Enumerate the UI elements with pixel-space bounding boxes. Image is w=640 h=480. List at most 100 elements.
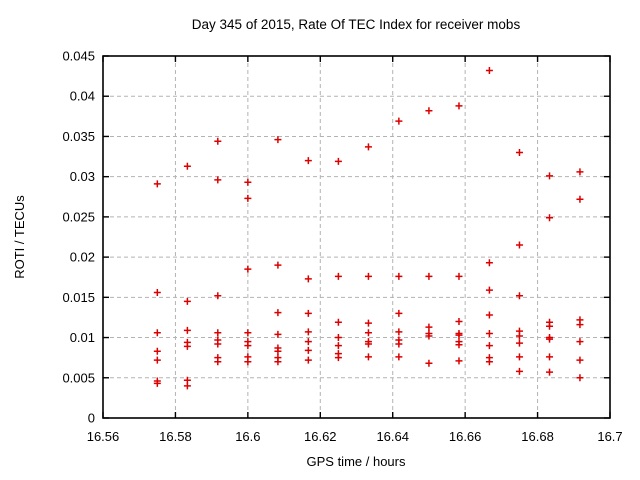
data-point-marker <box>304 328 312 336</box>
data-point-marker <box>455 102 463 110</box>
data-point-marker <box>274 136 282 144</box>
x-tick-labels: 16.56 16.58 16.6 16.62 16.64 16.66 16.68 16.7 <box>87 429 623 444</box>
data-point-marker <box>334 342 342 350</box>
data-point-marker <box>395 117 403 125</box>
data-point-marker <box>546 335 554 343</box>
data-point-marker <box>304 275 312 283</box>
data-point-marker <box>364 340 372 348</box>
y-tick-label: 0.025 <box>62 209 95 224</box>
data-point-marker <box>455 331 463 339</box>
data-point-marker <box>304 309 312 317</box>
y-tick-label: 0.01 <box>70 330 95 345</box>
data-point-marker <box>425 107 433 115</box>
data-point-marker <box>425 323 433 331</box>
data-point-marker <box>183 326 191 334</box>
data-point-marker <box>485 330 493 338</box>
data-point-marker <box>515 353 523 361</box>
data-point-marker <box>485 66 493 74</box>
x-tick-label: 16.68 <box>521 429 554 444</box>
data-point-marker <box>214 176 222 184</box>
x-axis-label: GPS time / hours <box>307 454 406 469</box>
data-point-marker <box>485 311 493 319</box>
data-point-marker <box>214 340 222 348</box>
data-point-marker <box>515 339 523 347</box>
data-point-marker <box>576 374 584 382</box>
data-point-marker <box>515 332 523 340</box>
data-point-marker <box>455 357 463 365</box>
data-point-marker <box>546 214 554 222</box>
data-point-marker <box>244 194 252 202</box>
x-tick-label: 16.62 <box>304 429 337 444</box>
y-axis-label: ROTI / TECUs <box>12 195 27 279</box>
data-point-marker <box>425 332 433 340</box>
gridlines <box>103 56 610 418</box>
data-point-marker <box>183 342 191 350</box>
data-point-marker <box>244 178 252 186</box>
y-tick-label: 0.005 <box>62 370 95 385</box>
data-point-marker <box>153 289 161 297</box>
data-point-marker <box>364 143 372 151</box>
data-point-marker <box>546 353 554 361</box>
data-point-marker <box>485 286 493 294</box>
data-point-marker <box>304 356 312 364</box>
data-point-marker <box>395 309 403 317</box>
data-point-marker <box>576 338 584 346</box>
data-point-marker <box>214 329 222 337</box>
data-point-marker <box>485 342 493 350</box>
data-point-marker <box>485 259 493 267</box>
y-tick-label: 0.015 <box>62 290 95 305</box>
data-point-marker <box>244 342 252 350</box>
data-point-marker <box>214 292 222 300</box>
data-point-marker <box>153 329 161 337</box>
data-point-marker <box>274 330 282 338</box>
data-point-marker <box>395 340 403 348</box>
data-point-marker <box>153 379 161 387</box>
data-point-marker <box>364 319 372 327</box>
data-point-marker <box>183 162 191 170</box>
data-point-marker <box>183 297 191 305</box>
y-tick-label: 0.03 <box>70 169 95 184</box>
data-point-marker <box>153 356 161 364</box>
data-point-marker <box>334 334 342 342</box>
data-point-marker <box>214 137 222 145</box>
y-tick-label: 0.02 <box>70 250 95 265</box>
data-point-marker <box>244 358 252 366</box>
x-tick-label: 16.56 <box>87 429 120 444</box>
y-tick-label: 0.035 <box>62 129 95 144</box>
data-point-marker <box>244 265 252 273</box>
data-point-marker <box>274 347 282 355</box>
data-points <box>153 66 584 390</box>
data-point-marker <box>395 353 403 361</box>
data-point-marker <box>364 272 372 280</box>
data-point-marker <box>515 367 523 375</box>
data-point-marker <box>425 272 433 280</box>
data-point-marker <box>274 261 282 269</box>
data-point-marker <box>546 172 554 180</box>
x-tick-label: 16.7 <box>597 429 622 444</box>
data-point-marker <box>455 272 463 280</box>
data-point-marker <box>274 358 282 366</box>
y-tick-label: 0 <box>88 411 95 426</box>
data-point-marker <box>183 382 191 390</box>
data-point-marker <box>244 329 252 337</box>
data-point-marker <box>304 346 312 354</box>
data-point-marker <box>334 272 342 280</box>
data-point-marker <box>395 328 403 336</box>
y-tick-labels: 0 0.005 0.01 0.015 0.02 0.025 0.03 0.035 0.04 0.0… <box>62 49 95 426</box>
x-tick-label: 16.6 <box>235 429 260 444</box>
data-point-marker <box>153 180 161 188</box>
data-point-marker <box>576 195 584 203</box>
plot-border <box>102 55 611 419</box>
data-point-marker <box>485 358 493 366</box>
data-point-marker <box>304 157 312 165</box>
data-point-marker <box>214 358 222 366</box>
data-point-marker <box>576 321 584 329</box>
data-point-marker <box>455 317 463 325</box>
axis-ticks <box>102 55 611 419</box>
data-point-marker <box>304 338 312 346</box>
data-point-marker <box>515 149 523 157</box>
data-point-marker <box>364 353 372 361</box>
data-point-marker <box>153 347 161 355</box>
